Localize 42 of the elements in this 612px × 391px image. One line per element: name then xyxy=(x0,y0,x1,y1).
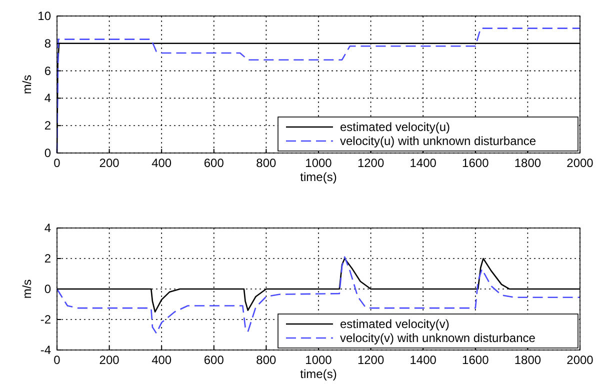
legend-label: estimated velocity(u) xyxy=(340,120,450,134)
x-tick-label: 200 xyxy=(99,353,120,367)
y-axis-title: m/s xyxy=(20,74,34,94)
y-tick-label: -2 xyxy=(40,312,52,326)
x-tick-label: 400 xyxy=(152,353,172,367)
y-tick-label: 4 xyxy=(44,91,52,106)
x-tick-label: 800 xyxy=(256,156,277,170)
x-tick-label: 1400 xyxy=(410,156,437,170)
y-tick-label: 2 xyxy=(44,118,52,133)
x-tick-label: 1800 xyxy=(514,156,542,170)
x-tick-label: 600 xyxy=(204,156,224,170)
line-series xyxy=(56,256,581,334)
y-tick-label: 6 xyxy=(44,64,52,78)
y-tick-label: 4 xyxy=(44,221,52,235)
y-tick-label: 0 xyxy=(44,146,52,160)
x-tick-label: 400 xyxy=(152,156,172,170)
y-tick-label: 8 xyxy=(44,36,52,50)
x-tick-label: 800 xyxy=(256,353,277,367)
x-tick-label: 200 xyxy=(99,156,120,170)
x-tick-label: 600 xyxy=(204,353,224,367)
x-tick-label: 1200 xyxy=(357,353,384,367)
y-tick-label: 2 xyxy=(44,252,52,266)
x-axis-title: time(s) xyxy=(300,170,337,184)
y-tick-label: -4 xyxy=(40,343,52,357)
x-tick-label: 2000 xyxy=(566,353,594,367)
x-tick-label: 1000 xyxy=(305,156,332,170)
x-tick-label: 1600 xyxy=(462,353,490,367)
x-tick-label: 1800 xyxy=(514,353,542,367)
y-tick-label: 10 xyxy=(38,9,52,23)
x-tick-label: 1600 xyxy=(462,156,490,170)
legend-label: velocity(v) with unknown disturbance xyxy=(340,331,536,345)
x-tick-label: 1400 xyxy=(410,353,437,367)
x-tick-label: 1200 xyxy=(357,156,384,170)
x-tick-label: 0 xyxy=(54,353,61,367)
x-tick-label: 0 xyxy=(54,156,61,170)
y-tick-label: 0 xyxy=(44,282,52,296)
x-tick-label: 1000 xyxy=(305,353,332,367)
y-axis-title: m/s xyxy=(20,279,34,299)
legend-label: estimated velocity(v) xyxy=(340,317,450,331)
legend-label: velocity(u) with unknown disturbance xyxy=(340,134,536,148)
x-tick-label: 2000 xyxy=(566,156,594,170)
x-axis-title: time(s) xyxy=(300,367,337,381)
